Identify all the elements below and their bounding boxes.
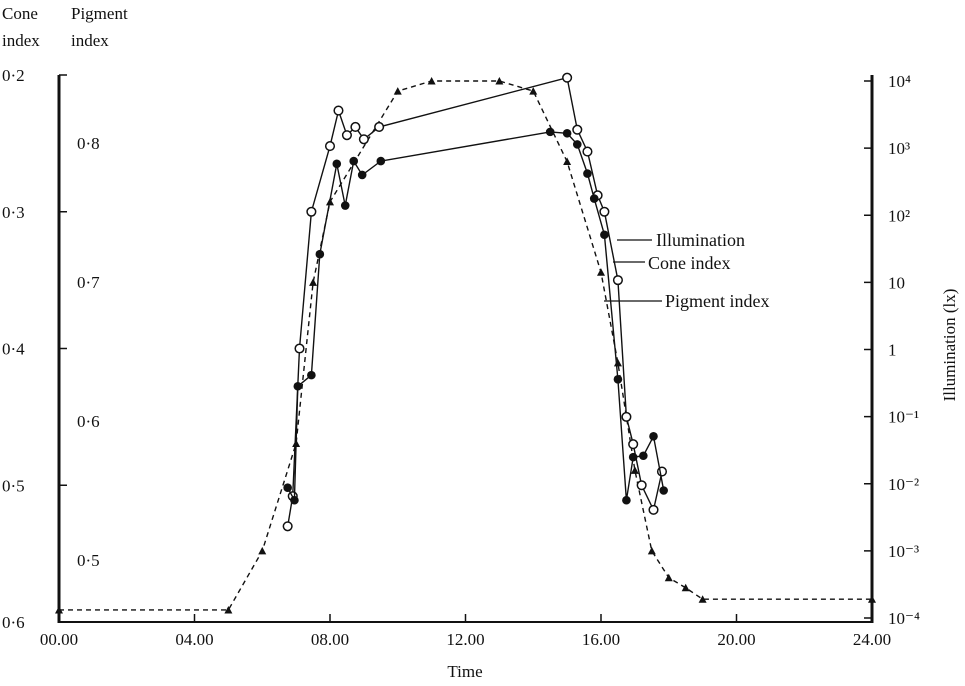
cone-point <box>333 105 344 116</box>
pigment-point <box>376 156 386 166</box>
illumination-point <box>681 583 690 592</box>
cone-point <box>621 411 632 422</box>
illumination-tick-label: 1 <box>888 341 897 360</box>
illumination-point <box>647 546 656 555</box>
pigment-point <box>622 495 631 505</box>
cone-tick-label: 0·4 <box>2 340 25 359</box>
pigment-axis-title-line2: index <box>71 31 109 50</box>
illumination-point <box>55 605 63 614</box>
cone-point <box>358 134 369 145</box>
pigment-tick-label: 0·5 <box>77 551 100 570</box>
illumination-point <box>630 466 639 474</box>
pigment-point <box>628 452 638 462</box>
illumination-tick-label: 10⁻³ <box>888 542 919 561</box>
pigment-point <box>340 201 350 210</box>
pigment-point <box>649 431 658 441</box>
pigment-point <box>613 375 623 384</box>
x-tick-label: 12.00 <box>446 630 484 649</box>
illumination-point <box>868 595 876 603</box>
cone-point <box>306 206 317 217</box>
series-line <box>287 131 665 503</box>
illumination-tick-label: 10⁻¹ <box>888 408 919 427</box>
cone-tick-label: 0·3 <box>2 203 25 222</box>
pigment-point <box>293 381 303 391</box>
cone-point <box>562 72 573 83</box>
x-tick-label: 00.00 <box>40 630 78 649</box>
illumination-tick-label: 10⁴ <box>888 72 911 91</box>
cone-point <box>324 141 336 152</box>
pigment-tick-label: 0·6 <box>77 412 100 431</box>
series-line <box>59 80 872 611</box>
illumination-tick-label: 10² <box>888 206 910 225</box>
illumination-point <box>427 77 436 85</box>
pigment-point <box>349 156 359 166</box>
pigment-point <box>562 128 572 138</box>
pigment-point <box>357 170 367 180</box>
legend-cone-label: Cone index <box>648 253 731 273</box>
cone-point <box>599 206 610 217</box>
x-axis-label: Time <box>447 662 482 681</box>
cone-tick-label: 0·2 <box>2 66 25 85</box>
pigment-tick-label: 0·8 <box>77 134 100 153</box>
cone-tick-label: 0·6 <box>2 613 25 632</box>
cone-point <box>582 146 593 157</box>
pigment-point <box>290 495 299 505</box>
illumination-point <box>563 157 572 166</box>
illumination-point <box>698 595 707 603</box>
cone-point <box>648 504 659 515</box>
pigment-point <box>589 194 599 203</box>
illumination-tick-label: 10⁻² <box>888 475 919 494</box>
cone-point <box>612 275 623 286</box>
pigment-point <box>572 140 582 149</box>
cone-point <box>628 439 639 450</box>
illumination-point <box>529 87 538 95</box>
illumination-tick-label: 10 <box>888 273 905 292</box>
pigment-point <box>600 230 609 240</box>
illumination-point <box>495 77 504 85</box>
cone-axis-title-line2: index <box>2 31 40 50</box>
legend-pigment-label: Pigment index <box>665 291 770 311</box>
pigment-point <box>545 127 555 137</box>
legend-illumination-label: Illumination <box>656 230 745 250</box>
illumination-tick-label: 10³ <box>888 139 910 158</box>
cone-point <box>636 480 647 491</box>
cone-point <box>341 130 352 141</box>
pigment-point <box>659 486 668 495</box>
x-tick-label: 20.00 <box>717 630 755 649</box>
illumination-point <box>664 573 673 582</box>
x-tick-label: 04.00 <box>175 630 213 649</box>
pigment-point <box>283 483 292 493</box>
illumination-point <box>613 358 622 367</box>
pigment-point <box>307 370 316 380</box>
axis-ticks: 00.00 04.00 08.00 12.00 16.00 20.00 24.00 0·2 0·… <box>2 66 920 649</box>
pigment-point <box>583 169 592 178</box>
illumination-point <box>258 546 267 555</box>
illumination-point <box>224 605 233 614</box>
cone-point <box>572 124 583 135</box>
cone-axis-title-line1: Cone <box>2 4 38 23</box>
pigment-point <box>639 451 648 461</box>
pigment-axis-title-line1: Pigment <box>71 4 128 23</box>
cone-point <box>294 343 305 354</box>
x-tick-label: 08.00 <box>311 630 349 649</box>
illumination-point <box>393 87 402 95</box>
illumination-point <box>597 268 605 276</box>
illumination-tick-label: 10⁻⁴ <box>888 609 920 628</box>
cone-point <box>282 521 293 532</box>
cone-point <box>374 121 385 133</box>
x-tick-label: 16.00 <box>582 630 620 649</box>
illumination-point <box>309 278 318 286</box>
cone-point <box>350 121 361 133</box>
cone-tick-label: 0·5 <box>2 476 25 495</box>
pigment-point <box>332 159 342 169</box>
series-layer <box>55 72 876 614</box>
pigment-tick-label: 0·7 <box>77 273 100 292</box>
x-tick-label: 24.00 <box>853 630 891 649</box>
pigment-point <box>315 249 325 259</box>
illumination-axis-label: Illumination (lx) <box>940 289 959 402</box>
